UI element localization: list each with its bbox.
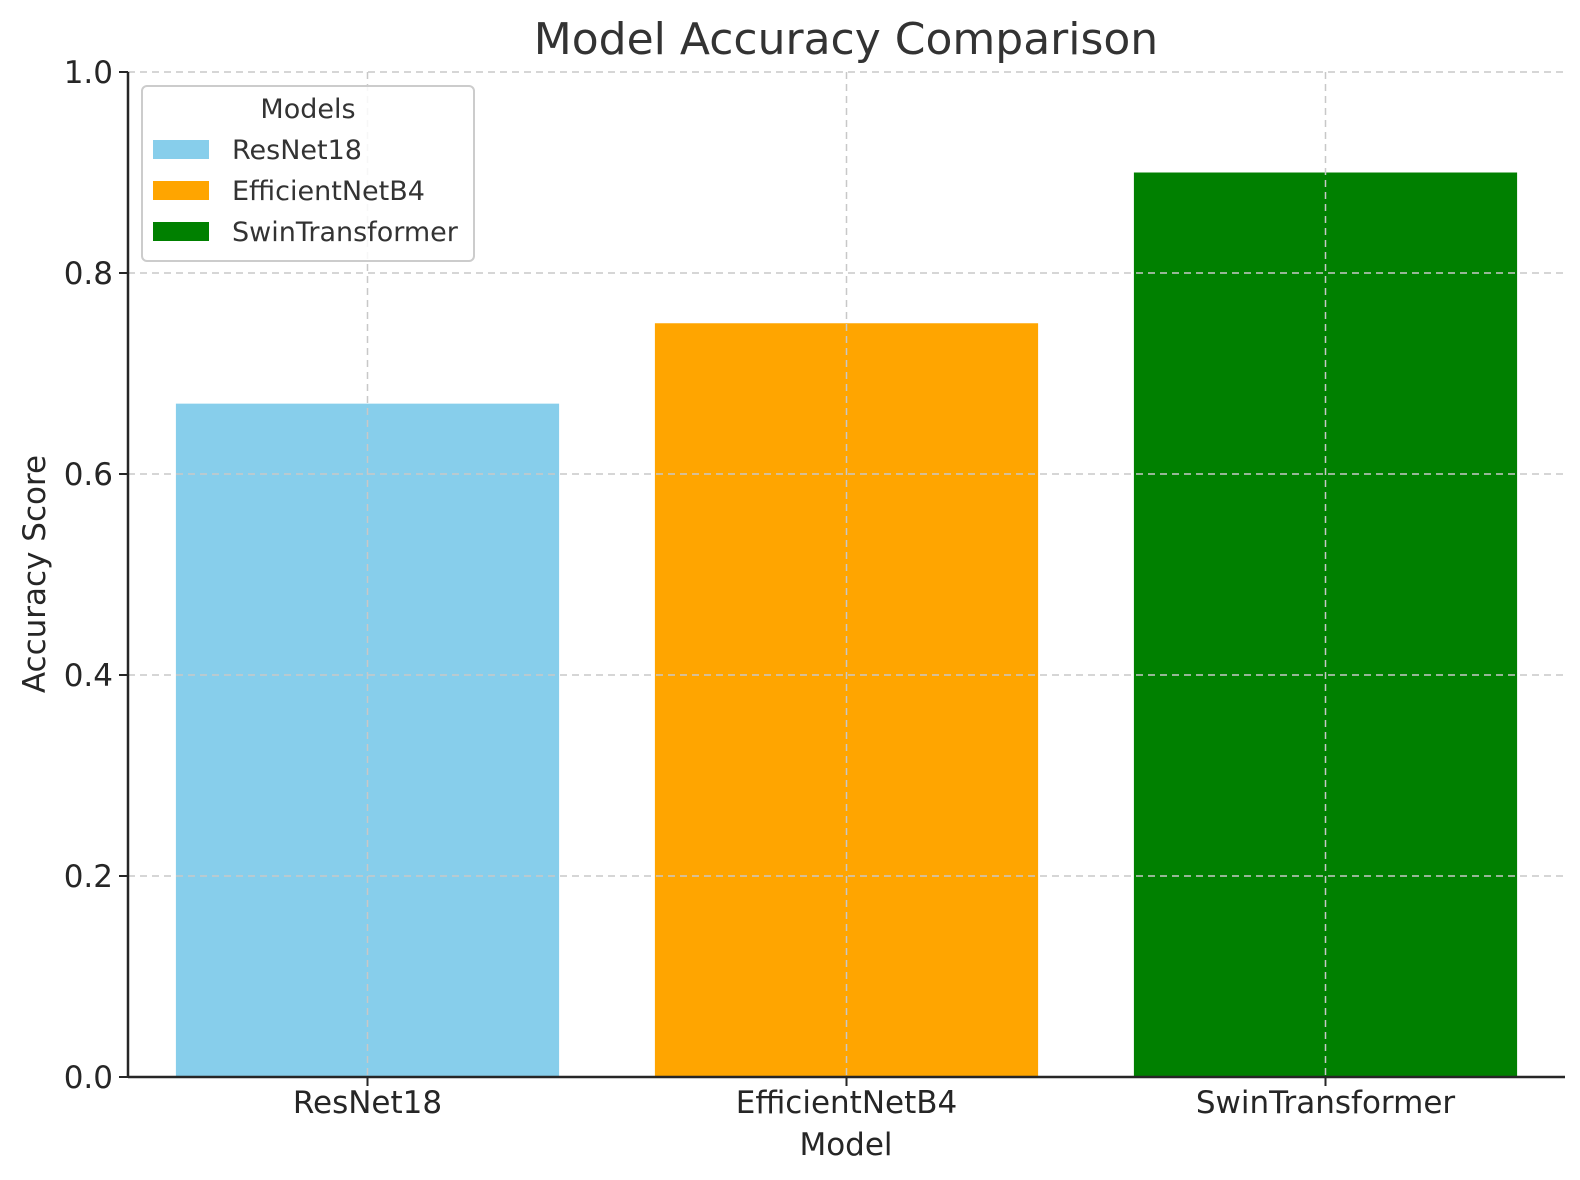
- y-axis-label: Accuracy Score: [17, 455, 53, 693]
- axes: [119, 71, 1565, 1086]
- tick-labels: 0.0 0.2 0.4 0.6 0.8 1.0 ResNet18 EfficientNetB4…: [64, 55, 1456, 1121]
- y-tick-label: 0.4: [64, 658, 113, 694]
- y-tick-label: 0.6: [64, 457, 113, 493]
- x-tick-label: ResNet18: [293, 1085, 442, 1121]
- legend-title: Models: [260, 94, 355, 125]
- legend-entries: ResNet18 EfficientNetB4 SwinTransformer: [153, 135, 459, 248]
- legend-box: [141, 85, 475, 262]
- legend-label: EfficientNetB4: [232, 176, 425, 207]
- legend: Models ResNet18 EfficientNetB4 SwinTransfo…: [141, 85, 475, 262]
- legend-label: ResNet18: [232, 135, 362, 166]
- legend-label: SwinTransformer: [232, 217, 459, 248]
- x-tick-label: EfficientNetB4: [736, 1085, 958, 1121]
- legend-swatch: [153, 140, 209, 159]
- x-tick-label: SwinTransformer: [1196, 1085, 1456, 1121]
- chart-title: Model Accuracy Comparison: [534, 14, 1158, 65]
- legend-swatch: [153, 222, 209, 241]
- y-tick-label: 1.0: [64, 55, 113, 91]
- y-tick-label: 0.8: [64, 256, 113, 292]
- y-tick-label: 0.0: [64, 1060, 113, 1096]
- y-tick-label: 0.2: [64, 859, 113, 895]
- legend-swatch: [153, 181, 209, 200]
- x-axis-label: Model: [799, 1127, 892, 1163]
